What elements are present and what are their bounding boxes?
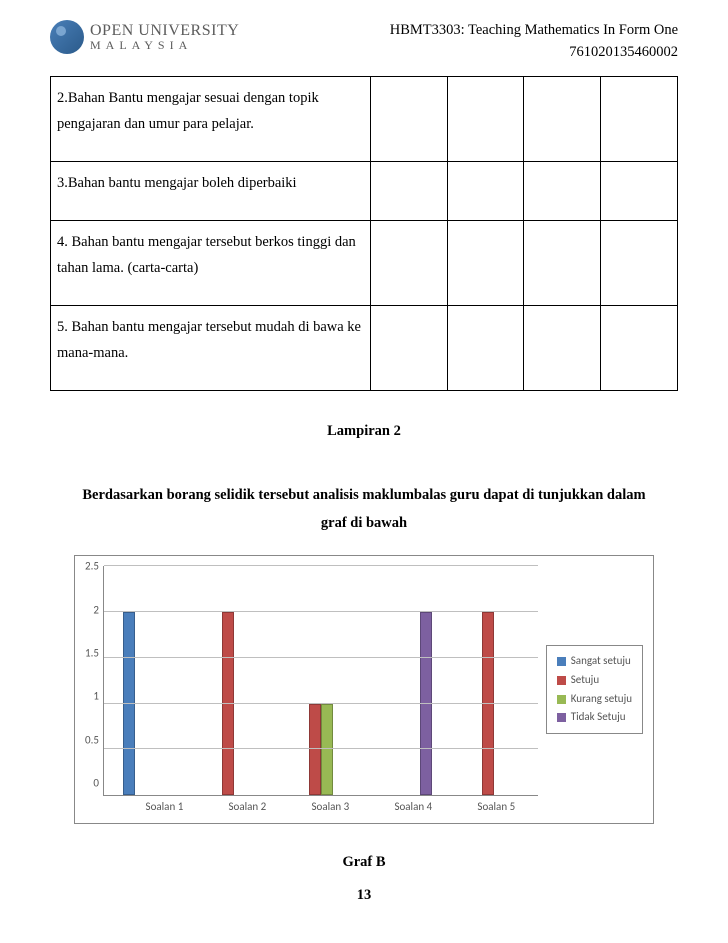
page-header: OPEN UNIVERSITY MALAYSIA HBMT3303: Teach… [50, 20, 678, 64]
chart-title: Graf B [50, 854, 678, 871]
option-cell [601, 305, 678, 390]
university-logo: OPEN UNIVERSITY MALAYSIA [50, 20, 239, 54]
option-cell [447, 76, 524, 161]
option-cell [370, 76, 447, 161]
x-tick-label: Soalan 1 [123, 800, 206, 813]
table-row: 2.Bahan Bantu mengajar sesuai dengan top… [51, 76, 678, 161]
student-id: 761020135460002 [390, 42, 678, 64]
course-code: HBMT3303: Teaching Mathematics In Form O… [390, 20, 678, 42]
gridline [104, 565, 538, 566]
legend-swatch-icon [557, 676, 566, 685]
option-cell [370, 220, 447, 305]
gridline [104, 703, 538, 704]
option-cell [524, 76, 601, 161]
bar-group [191, 566, 278, 795]
x-axis-labels: Soalan 1Soalan 2Soalan 3Soalan 4Soalan 5 [123, 800, 538, 813]
y-tick-label: 2.5 [85, 560, 99, 573]
logo-line2: MALAYSIA [90, 39, 239, 51]
gridline [104, 611, 538, 612]
legend-item: Tidak Setuju [557, 708, 632, 727]
option-cell [601, 161, 678, 220]
legend-item: Setuju [557, 671, 632, 690]
option-cell [601, 76, 678, 161]
y-tick-label: 0.5 [85, 733, 99, 746]
legend-item: Sangat setuju [557, 652, 632, 671]
legend-label: Sangat setuju [571, 652, 631, 671]
bar-group [277, 566, 364, 795]
bar-groups [104, 566, 538, 795]
chart-frame: 2.521.510.50 Soalan 1Soalan 2Soalan 3Soa… [74, 555, 654, 824]
legend-swatch-icon [557, 695, 566, 704]
chart-container: 2.521.510.50 Soalan 1Soalan 2Soalan 3Soa… [74, 555, 654, 824]
header-course-info: HBMT3303: Teaching Mathematics In Form O… [390, 20, 678, 64]
legend-swatch-icon [557, 713, 566, 722]
bar [309, 704, 321, 796]
x-tick-label: Soalan 2 [206, 800, 289, 813]
appendix-heading: Lampiran 2 [50, 423, 678, 440]
y-tick-label: 1.5 [85, 647, 99, 660]
y-axis: 2.521.510.50 [85, 566, 99, 796]
option-cell [524, 305, 601, 390]
bar [420, 612, 432, 795]
logo-globe-icon [50, 20, 84, 54]
page-number: 13 [50, 887, 678, 904]
x-tick-label: Soalan 4 [372, 800, 455, 813]
option-cell [524, 161, 601, 220]
table-row: 3.Bahan bantu mengajar boleh diperbaiki [51, 161, 678, 220]
logo-line1: OPEN UNIVERSITY [90, 23, 239, 39]
chart-plot: 2.521.510.50 Soalan 1Soalan 2Soalan 3Soa… [85, 566, 538, 813]
bar-group [364, 566, 451, 795]
legend-label: Kurang setuju [571, 690, 632, 709]
plot-area [103, 566, 538, 796]
survey-table: 2.Bahan Bantu mengajar sesuai dengan top… [50, 76, 678, 392]
chart-legend: Sangat setujuSetujuKurang setujuTidak Se… [546, 645, 643, 734]
bar [222, 612, 234, 795]
legend-swatch-icon [557, 657, 566, 666]
chart-intro-text: Berdasarkan borang selidik tersebut anal… [50, 482, 678, 537]
legend-item: Kurang setuju [557, 690, 632, 709]
bar-group [451, 566, 538, 795]
option-cell [447, 161, 524, 220]
intro-line2: graf di bawah [321, 515, 407, 531]
bar-group [104, 566, 191, 795]
question-cell: 5. Bahan bantu mengajar tersebut mudah d… [51, 305, 371, 390]
option-cell [370, 305, 447, 390]
option-cell [524, 220, 601, 305]
y-tick-label: 0 [85, 777, 99, 790]
y-tick-label: 2 [85, 603, 99, 616]
x-tick-label: Soalan 3 [289, 800, 372, 813]
option-cell [447, 220, 524, 305]
bar [321, 704, 333, 796]
table-row: 5. Bahan bantu mengajar tersebut mudah d… [51, 305, 678, 390]
option-cell [370, 161, 447, 220]
intro-line1: Berdasarkan borang selidik tersebut anal… [82, 487, 645, 503]
y-tick-label: 1 [85, 690, 99, 703]
bar [123, 612, 135, 795]
logo-text: OPEN UNIVERSITY MALAYSIA [90, 23, 239, 51]
x-tick-label: Soalan 5 [455, 800, 538, 813]
question-cell: 4. Bahan bantu mengajar tersebut berkos … [51, 220, 371, 305]
gridline [104, 748, 538, 749]
legend-label: Setuju [571, 671, 599, 690]
table-row: 4. Bahan bantu mengajar tersebut berkos … [51, 220, 678, 305]
gridline [104, 657, 538, 658]
option-cell [601, 220, 678, 305]
question-cell: 2.Bahan Bantu mengajar sesuai dengan top… [51, 76, 371, 161]
bar [482, 612, 494, 795]
question-cell: 3.Bahan bantu mengajar boleh diperbaiki [51, 161, 371, 220]
legend-label: Tidak Setuju [571, 708, 626, 727]
option-cell [447, 305, 524, 390]
